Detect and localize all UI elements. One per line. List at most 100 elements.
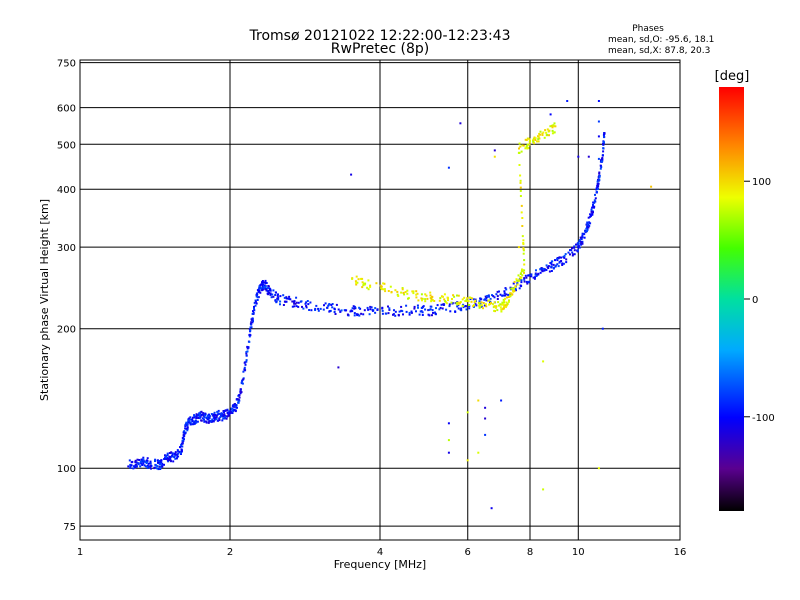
o-mode-point [297, 301, 300, 304]
o-mode-point [603, 133, 605, 136]
o-mode-point [276, 294, 279, 297]
o-mode-point [593, 205, 596, 208]
o-mode-point [181, 441, 184, 444]
o-mode-point [388, 308, 391, 311]
o-mode-point [245, 351, 248, 353]
o-mode-point [141, 460, 144, 463]
o-mode-point [603, 136, 605, 139]
x-mode-point [519, 174, 522, 177]
x-mode-point [406, 292, 409, 295]
o-mode-point [293, 302, 296, 305]
x-mode-point [493, 309, 496, 312]
o-mode-point [573, 249, 576, 252]
o-mode-point [141, 464, 144, 466]
x-mode-point [420, 297, 423, 300]
o-mode-point [368, 313, 371, 316]
o-mode-point [567, 251, 570, 254]
o-mode-point [526, 282, 529, 285]
o-mode-point [491, 294, 493, 297]
o-mode-point [602, 147, 605, 150]
x-mode-point [384, 290, 387, 293]
o-mode-point [387, 312, 390, 315]
x-mode-point [550, 124, 553, 127]
x-mode-point [447, 299, 449, 302]
x-mode-point [367, 288, 370, 291]
o-mode-point [262, 286, 265, 289]
x-mode-point [380, 287, 383, 290]
x-mode-point [507, 300, 510, 303]
x-mode-point [394, 289, 397, 292]
o-mode-point [203, 418, 205, 421]
o-mode-point [432, 311, 434, 314]
x-mode-point [421, 299, 423, 302]
x-mode-point [452, 294, 455, 297]
o-mode-point [139, 460, 142, 463]
o-mode-point [468, 305, 471, 308]
x-mode-point [516, 280, 519, 283]
o-mode-point [267, 287, 270, 289]
o-mode-point [180, 451, 182, 454]
o-mode-point [197, 414, 199, 417]
x-mode-point [532, 139, 534, 142]
x-mode-point [528, 143, 531, 146]
o-mode-point [147, 462, 150, 465]
o-mode-point [160, 461, 163, 464]
o-mode-point [146, 466, 149, 468]
x-mode-point [426, 297, 429, 300]
o-mode-point [270, 296, 273, 299]
x-mode-point [544, 129, 547, 132]
o-mode-point [248, 328, 251, 331]
x-mode-point [396, 293, 399, 296]
o-mode-point [498, 290, 500, 293]
o-mode-point [565, 261, 568, 264]
o-mode-point [275, 291, 277, 294]
o-mode-point [218, 419, 221, 422]
o-mode-point [129, 467, 132, 469]
x-mode-point [457, 301, 460, 304]
o-mode-point [184, 427, 187, 430]
o-mode-point [351, 310, 354, 313]
o-mode-point [291, 305, 294, 308]
x-mode-point [463, 296, 466, 299]
o-mode-point [257, 290, 260, 293]
o-mode-point [231, 410, 234, 413]
o-mode-point [408, 311, 411, 314]
o-mode-point [174, 451, 177, 454]
o-mode-point [317, 307, 320, 310]
o-mode-point [236, 398, 239, 401]
o-mode-point [410, 311, 413, 314]
o-mode-point [534, 272, 537, 275]
o-mode-point [223, 413, 226, 416]
x-mode-point [520, 270, 523, 273]
o-mode-point [157, 468, 160, 471]
o-mode-point [598, 174, 601, 177]
o-mode-point [492, 295, 495, 298]
o-mode-point [138, 459, 141, 461]
o-mode-point [267, 285, 270, 288]
o-mode-point [253, 309, 256, 312]
x-mode-point [479, 304, 482, 307]
o-mode-point [239, 390, 242, 393]
x-mode-point [361, 277, 364, 280]
x-mode-point [359, 277, 362, 280]
o-mode-point [468, 307, 471, 310]
o-mode-point [218, 412, 221, 415]
o-mode-point [314, 307, 317, 310]
x-mode-point [528, 141, 531, 143]
x-mode-point [518, 164, 521, 166]
o-mode-point [146, 457, 149, 460]
x-mode-point [383, 288, 386, 291]
o-mode-point [486, 295, 489, 297]
o-mode-outlier [493, 149, 496, 152]
o-mode-outlier [597, 100, 600, 102]
x-mode-point [488, 299, 491, 302]
o-mode-point [524, 274, 527, 277]
o-mode-point [586, 230, 588, 233]
x-mode-point [433, 300, 436, 302]
o-mode-point [371, 309, 374, 312]
o-mode-point [274, 294, 277, 296]
o-mode-point [262, 281, 265, 284]
o-mode-point [550, 270, 553, 272]
o-mode-point [245, 352, 248, 355]
colorbar-tick-label: 0 [752, 295, 758, 306]
